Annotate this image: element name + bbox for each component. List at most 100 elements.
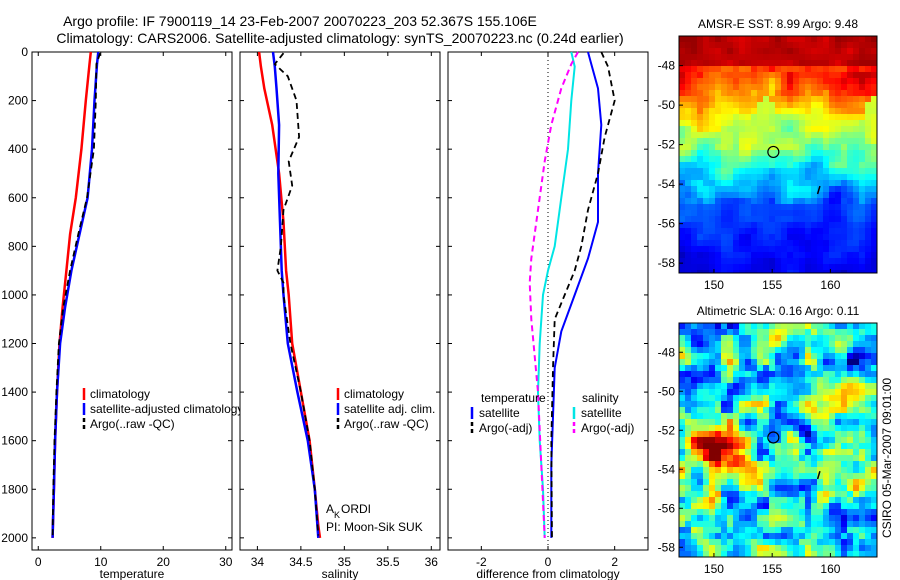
map-cell <box>865 90 872 97</box>
map-cell <box>697 252 704 259</box>
map-cell <box>733 449 740 456</box>
map-cell <box>829 347 836 354</box>
map-cell <box>817 150 824 157</box>
map-cell <box>745 485 752 492</box>
map-cell <box>769 323 776 330</box>
map-cell <box>811 479 818 486</box>
map-cell <box>823 252 830 259</box>
map-cell <box>745 78 752 85</box>
map-cell <box>751 114 758 121</box>
map-cell <box>757 150 764 157</box>
map-cell <box>727 60 734 67</box>
map-cell <box>805 138 812 145</box>
map-cell <box>733 359 740 366</box>
map-cell <box>865 144 872 151</box>
map-cell <box>703 174 710 181</box>
map-cell <box>841 186 848 193</box>
map-cell <box>841 42 848 49</box>
map-cell <box>751 138 758 145</box>
map-cell <box>787 527 794 534</box>
map-cell <box>871 413 877 420</box>
map-cell <box>769 473 776 480</box>
map-cell <box>811 222 818 229</box>
map-cell <box>769 383 776 390</box>
map-cell <box>685 144 692 151</box>
map-cell <box>871 210 877 217</box>
map-cell <box>751 54 758 61</box>
map-cell <box>817 341 824 348</box>
map-cell <box>829 222 836 229</box>
map-cell <box>703 144 710 151</box>
map-cell <box>805 126 812 133</box>
map-cell <box>757 521 764 528</box>
map-cell <box>859 377 866 384</box>
map-cell <box>721 545 728 552</box>
map-cell <box>739 258 746 265</box>
map-cell <box>793 222 800 229</box>
map-cell <box>787 431 794 438</box>
map-cell <box>691 210 698 217</box>
map-cell <box>859 467 866 474</box>
map-cell <box>799 341 806 348</box>
map-cell <box>739 168 746 175</box>
map-cell <box>853 36 860 43</box>
map-cell <box>823 144 830 151</box>
map-cell <box>853 383 860 390</box>
map-cell <box>745 126 752 133</box>
map-cell <box>799 515 806 522</box>
map-cell <box>721 258 728 265</box>
map-cell <box>805 383 812 390</box>
legend-label: climatology <box>344 387 404 401</box>
map-cell <box>733 395 740 402</box>
map-cell <box>769 162 776 169</box>
map-cell <box>859 371 866 378</box>
map-cell <box>763 431 770 438</box>
map-cell <box>805 264 812 271</box>
map-cell <box>721 431 728 438</box>
map-cell <box>697 419 704 426</box>
map-cell <box>727 42 734 49</box>
map-cell <box>751 425 758 432</box>
map-cell <box>685 371 692 378</box>
map-cell <box>739 473 746 480</box>
map-cell <box>835 401 842 408</box>
map-cell <box>829 72 836 79</box>
map-cell <box>817 72 824 79</box>
map-cell <box>763 461 770 468</box>
map-cell <box>865 252 872 259</box>
map-cell <box>679 413 686 420</box>
map-cell <box>709 252 716 259</box>
map-cell <box>679 150 686 157</box>
map-cell <box>829 515 836 522</box>
map-cell <box>751 497 758 504</box>
map-cell <box>781 497 788 504</box>
map-cell <box>727 48 734 55</box>
map-cell <box>841 329 848 336</box>
map-cell <box>727 365 734 372</box>
map-cell <box>691 389 698 396</box>
map-cell <box>679 210 686 217</box>
map-cell <box>817 180 824 187</box>
map-cell <box>793 347 800 354</box>
map-cell <box>853 509 860 516</box>
map-cell <box>727 497 734 504</box>
map-cell <box>811 264 818 271</box>
map-cell <box>859 473 866 480</box>
salinity-panel: 34 34.5 35 35.5 36salinityclimatologysatelli… <box>239 51 441 580</box>
map-cell <box>763 150 770 157</box>
map-cell <box>817 204 824 211</box>
map-cell <box>841 234 848 241</box>
map-cell <box>757 246 764 253</box>
map-cell <box>871 425 877 432</box>
x-tick-label: 30 <box>219 555 233 569</box>
map-cell <box>715 54 722 61</box>
map-cell <box>739 419 746 426</box>
map-cell <box>793 365 800 372</box>
map-cell <box>847 42 854 49</box>
map-cell <box>835 192 842 199</box>
map-cell <box>835 72 842 79</box>
map-cell <box>709 186 716 193</box>
map-cell <box>841 371 848 378</box>
map-cell <box>817 479 824 486</box>
map-cell <box>817 144 824 151</box>
